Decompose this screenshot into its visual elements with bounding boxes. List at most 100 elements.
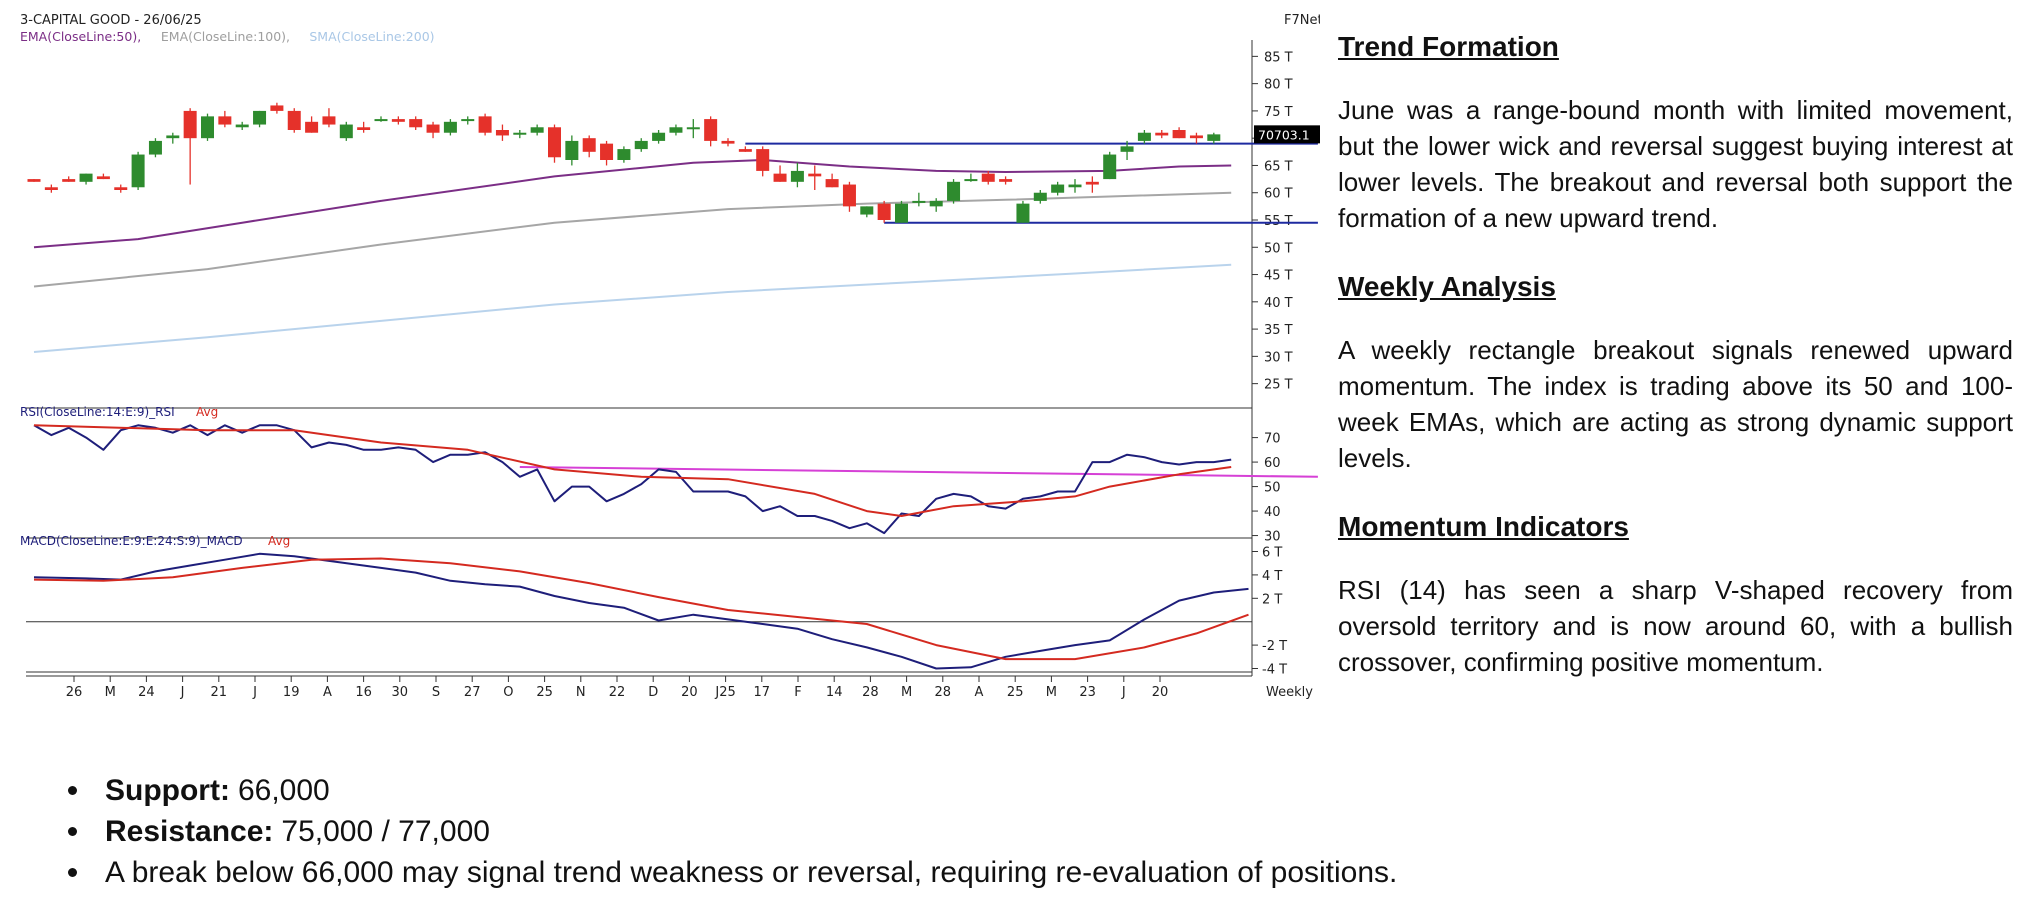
candle-body	[617, 149, 631, 160]
candle-body	[825, 179, 839, 188]
candle-body	[253, 110, 267, 125]
x-tick-label: J	[252, 685, 257, 700]
candle-body	[1155, 132, 1169, 136]
candle-body	[1137, 132, 1151, 141]
y-tick-label: 55 T	[1264, 214, 1293, 229]
x-tick-label: 21	[211, 685, 228, 700]
breakdown-note: A break below 66,000 may signal trend we…	[105, 856, 1398, 889]
candle-body	[1016, 203, 1030, 223]
candle-body	[218, 116, 232, 125]
candle-body	[287, 110, 301, 130]
x-tick-label: S	[432, 685, 440, 700]
resistance-item: Resistance: 75,000 / 77,000	[60, 811, 1560, 852]
candle-body	[478, 116, 492, 133]
y-tick-label: 40 T	[1264, 296, 1293, 311]
candle-body	[981, 173, 995, 182]
overlay-line	[33, 191, 1232, 288]
candle-body	[1085, 181, 1099, 185]
macd-tick-label: 2 T	[1262, 592, 1282, 607]
candle-body	[374, 119, 388, 122]
y-tick-label: 35 T	[1264, 323, 1293, 338]
x-tick-label: 17	[754, 685, 771, 700]
section-body: June was a range-bound month with limite…	[1338, 95, 2013, 233]
candle-body	[999, 179, 1013, 182]
x-tick-label: 27	[464, 685, 481, 700]
section-heading: Weekly Analysis	[1338, 271, 1556, 302]
x-tick-label: D	[648, 685, 658, 700]
candle-body	[600, 143, 614, 160]
candle-body	[114, 187, 128, 190]
candle-body	[895, 203, 908, 223]
overlay-line	[33, 263, 1232, 353]
resistance-value: 75,000 / 77,000	[281, 815, 490, 848]
macd-tick-label: -4 T	[1262, 662, 1287, 677]
candle-body	[842, 184, 856, 207]
candle-body	[947, 181, 961, 201]
macd-label: MACD(CloseLine:E:9:E:24:S:9)_MACD	[20, 534, 243, 548]
candle-body	[1120, 146, 1134, 152]
candle-body	[582, 138, 596, 152]
candle-body	[495, 130, 509, 136]
candle-body	[391, 119, 405, 122]
candle-body	[322, 116, 336, 125]
section-body: RSI (14) has seen a sharp V-shaped recov…	[1338, 575, 2013, 677]
y-tick-label: 25 T	[1264, 378, 1293, 393]
chart-svg: 3-CAPITAL GOOD - 26/06/25 F7Net EMA(CloseL…	[20, 13, 1320, 700]
candle-body	[877, 203, 891, 220]
y-tick-label: 75 T	[1264, 105, 1293, 120]
overlay-line	[33, 159, 1232, 249]
candle-body	[912, 200, 926, 203]
candle-body	[548, 127, 561, 158]
x-tick-label: 25	[536, 685, 553, 700]
rsi-tick-label: 50	[1264, 481, 1281, 496]
candle-body	[426, 124, 440, 133]
macd-tick-label: 4 T	[1262, 569, 1282, 584]
y-tick-label: 85 T	[1264, 50, 1293, 65]
x-tick-label: F	[794, 685, 801, 700]
candle-body	[721, 140, 735, 144]
support-value: 66,000	[237, 774, 330, 807]
candle-body	[131, 154, 145, 188]
candle-body	[565, 140, 579, 160]
candle-body	[756, 149, 770, 171]
macd-avg-label: Avg	[268, 534, 290, 548]
bullet-icon	[68, 786, 77, 795]
resistance-label: Resistance:	[105, 815, 274, 848]
candle-body	[79, 173, 93, 182]
support-item: Support: 66,000	[60, 770, 1560, 811]
x-tick-label: 24	[138, 685, 155, 700]
macd-tick-label: 6 T	[1262, 546, 1282, 561]
x-tick-label: A	[975, 685, 984, 700]
price-tag-label: 70703.1	[1258, 127, 1310, 142]
candle-body	[1103, 154, 1117, 180]
x-tick-label: M	[1046, 685, 1057, 700]
candle-body	[1068, 184, 1082, 188]
x-tick-label: N	[576, 685, 586, 700]
bullet-icon	[68, 868, 77, 877]
x-tick-label: 28	[862, 685, 879, 700]
overlay-legend-item: EMA(CloseLine:100),	[161, 29, 290, 44]
macd-tick-label: -2 T	[1262, 639, 1287, 654]
candle-body	[773, 173, 787, 182]
y-tick-label: 45 T	[1264, 269, 1293, 284]
candle-body	[860, 206, 874, 215]
chart-title: 3-CAPITAL GOOD - 26/06/25	[20, 13, 202, 28]
rsi-tick-label: 60	[1264, 456, 1281, 471]
overlay-legend-item: SMA(CloseLine:200)	[309, 29, 434, 44]
x-tick-label: O	[503, 685, 513, 700]
candle-body	[305, 121, 319, 133]
candle-body	[1172, 130, 1186, 139]
key-levels-list: Support: 66,000 Resistance: 75,000 / 77,…	[60, 770, 1560, 893]
candle-body	[1189, 135, 1203, 139]
x-tick-label: J	[180, 685, 185, 700]
macd-series-line	[33, 557, 1249, 661]
overlay-legend-item: EMA(CloseLine:50),	[20, 29, 141, 44]
x-tick-label: 28	[935, 685, 952, 700]
y-tick-label: 60 T	[1264, 187, 1293, 202]
rsi-avg-label: Avg	[196, 405, 218, 419]
candle-body	[790, 170, 804, 182]
x-tick-label: 20	[1152, 685, 1169, 700]
candle-body	[1207, 134, 1221, 141]
candle-body	[235, 124, 249, 128]
candle-body	[148, 140, 162, 155]
